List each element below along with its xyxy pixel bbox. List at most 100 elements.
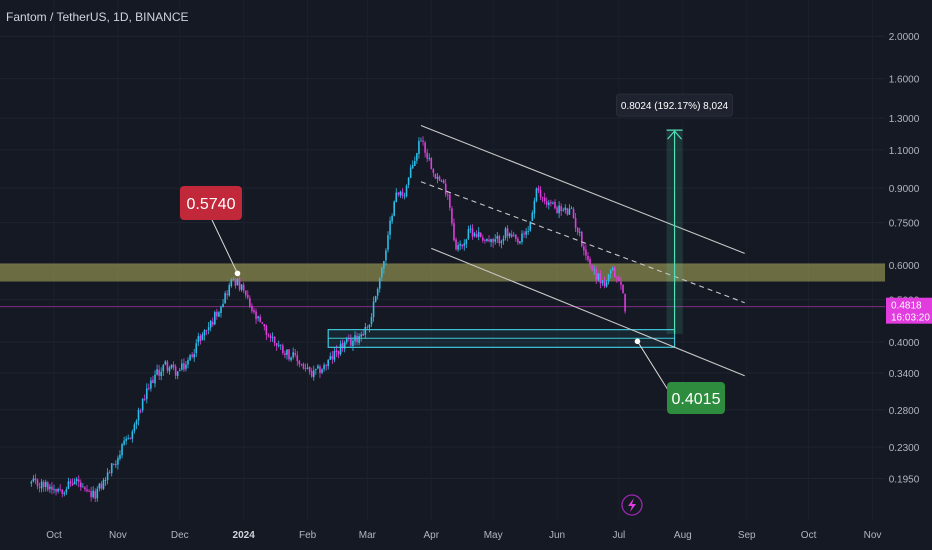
candle-body <box>172 364 175 368</box>
candle-body <box>403 195 406 197</box>
high-callout-line <box>211 219 238 274</box>
candle-body <box>238 278 241 290</box>
candle-body <box>96 488 99 499</box>
candle-body <box>292 352 294 358</box>
candle-body <box>484 240 486 241</box>
candle-body <box>521 233 523 242</box>
candle-body <box>444 183 447 195</box>
candle-body <box>125 438 127 441</box>
candle-body <box>576 227 579 233</box>
candle-body <box>352 340 354 347</box>
candle-body <box>613 267 616 278</box>
candle-body <box>562 209 565 211</box>
candle-body <box>273 336 276 343</box>
x-tick-label: Oct <box>46 530 62 541</box>
x-tick-label: Jun <box>549 530 565 541</box>
candle-body <box>387 235 389 250</box>
candle-body <box>593 269 595 271</box>
candle-body <box>32 478 35 482</box>
candle-body <box>300 363 303 365</box>
candle-body <box>236 279 239 286</box>
candle-body <box>42 481 45 487</box>
candle-body <box>73 481 76 485</box>
candle-body <box>517 238 519 243</box>
candle-body <box>82 486 84 488</box>
candle-body <box>533 200 536 214</box>
candle-body <box>545 201 548 205</box>
x-tick-label: May <box>484 530 503 541</box>
candle-body <box>203 329 206 336</box>
candle-body <box>407 177 410 185</box>
candle-body <box>199 335 202 341</box>
x-tick-label: Feb <box>299 530 317 541</box>
candle-body <box>420 140 422 142</box>
candle-body <box>502 238 505 242</box>
x-axis[interactable]: Oct Nov Dec 2024 Feb Mar Apr May Jun Jul Aug Sep Oct… <box>46 530 881 541</box>
candle-body <box>620 281 622 285</box>
x-tick-label: Sep <box>738 530 756 541</box>
candle-body <box>368 324 371 328</box>
candle-body <box>570 208 573 210</box>
candle-body <box>424 142 426 153</box>
candle-body <box>141 398 144 411</box>
candle-body <box>69 481 72 484</box>
candle-body <box>504 228 507 238</box>
candle-body <box>154 374 156 384</box>
candle-body <box>166 361 169 371</box>
channel-middle-line <box>420 181 745 304</box>
candle-body <box>288 349 290 360</box>
candle-body <box>71 483 74 486</box>
candle-body <box>401 191 404 196</box>
lightning-icon[interactable] <box>621 494 643 516</box>
candle-body <box>496 236 499 239</box>
candle-body <box>104 480 107 481</box>
candle-body <box>170 364 173 369</box>
candle-body <box>539 190 542 197</box>
candle-body <box>498 236 501 244</box>
candle-body <box>148 388 150 390</box>
candle-body <box>145 388 148 400</box>
candle-body <box>541 197 544 198</box>
candle-body <box>143 399 146 400</box>
candle-body <box>535 188 538 201</box>
candle-body <box>121 444 123 456</box>
candle-body <box>383 261 385 269</box>
candle-body <box>430 157 433 170</box>
candle-body <box>358 336 360 343</box>
candle-body <box>583 246 585 251</box>
candle-body <box>232 279 235 281</box>
candle-body <box>38 486 41 488</box>
candle-body <box>98 483 101 489</box>
y-tick-label: 0.6000 <box>889 261 920 272</box>
candle-body <box>395 192 398 202</box>
candle-body <box>216 311 218 317</box>
y-axis[interactable]: 2.0000 1.6000 1.3000 1.1000 0.9000 0.7500 0.60… <box>886 32 932 486</box>
candle-body <box>325 365 327 367</box>
candle-body <box>451 208 453 224</box>
candle-body <box>88 491 90 493</box>
candle-body <box>374 296 377 303</box>
candle-body <box>618 277 620 282</box>
candle-body <box>337 351 340 355</box>
candle-body <box>277 345 280 346</box>
candle-body <box>275 343 278 346</box>
x-tick-label: Nov <box>864 530 882 541</box>
measure-label: 0.8024 (192.17%) 8,024 <box>621 101 729 112</box>
candle-body <box>265 325 268 335</box>
candle-body <box>329 356 332 360</box>
zones-layer <box>0 263 885 308</box>
annotation-labels: 0.8024 (192.17%) 8,024 0.5740 0.4015 <box>180 93 734 414</box>
candle-body <box>106 472 109 480</box>
candle-body <box>234 278 237 286</box>
candle-body <box>220 307 222 314</box>
candle-body <box>558 205 560 214</box>
candle-body <box>591 265 593 270</box>
x-tick-label: Dec <box>171 530 189 541</box>
candle-body <box>152 379 154 384</box>
candle-body <box>162 364 165 372</box>
candle-body <box>519 241 521 244</box>
candle-body <box>469 228 472 230</box>
candle-body <box>150 380 152 389</box>
